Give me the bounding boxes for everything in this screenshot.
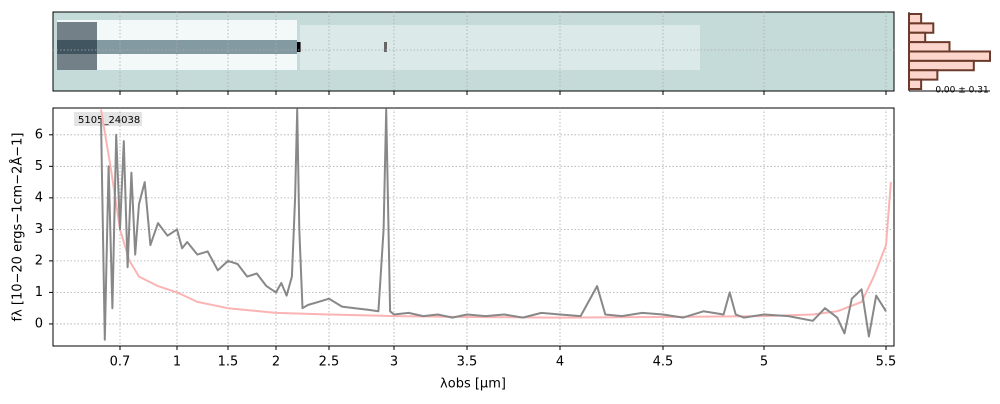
object-label: 5105_24038 — [78, 115, 140, 126]
inset-bar — [908, 31, 927, 44]
x-tick-label: 4.5 — [653, 355, 674, 370]
plot-frame — [52, 107, 895, 347]
y-tick-label: 5 — [35, 159, 43, 174]
x-tick-label: 2.5 — [319, 355, 340, 370]
y-tick-label: 0 — [35, 316, 43, 331]
x-tick-label: 5 — [760, 355, 768, 370]
inset-bar — [908, 13, 923, 25]
x-tick-label: 1 — [173, 355, 181, 370]
x-tick-label: 1.5 — [218, 355, 239, 370]
y-tick-label: 2 — [35, 253, 43, 268]
inset-bar — [908, 59, 975, 72]
x-axis-label: λobs [μm] — [440, 377, 506, 392]
x-tick-label: 0.7 — [110, 355, 131, 370]
inset-label: 0.00 ± 0.31 — [935, 86, 988, 96]
plot-area — [100, 108, 892, 341]
inset-bar — [908, 22, 935, 34]
y-tick-label: 1 — [35, 285, 43, 300]
label-box — [74, 112, 142, 126]
y-tick-label: 6 — [35, 127, 43, 142]
y-tick-label: 3 — [35, 222, 43, 237]
spectrum-line — [100, 109, 892, 319]
inset-bar — [908, 78, 923, 90]
x-tick-label: 5.5 — [876, 355, 897, 370]
inset-bar — [908, 50, 991, 62]
spectrum-line — [100, 108, 887, 341]
spectrum-2d — [52, 11, 895, 92]
y-tick-label: 4 — [35, 190, 43, 205]
x-tick-label: 2 — [272, 355, 280, 370]
x-tick-label: 3.5 — [457, 355, 478, 370]
x-tick-label: 3 — [390, 355, 398, 370]
inset-bar — [908, 69, 939, 81]
x-tick-label: 4 — [556, 355, 564, 370]
y-axis-label: fλ [10−20 ergs−1cm−2Å−1] — [10, 133, 26, 322]
inset-bar — [908, 41, 951, 53]
